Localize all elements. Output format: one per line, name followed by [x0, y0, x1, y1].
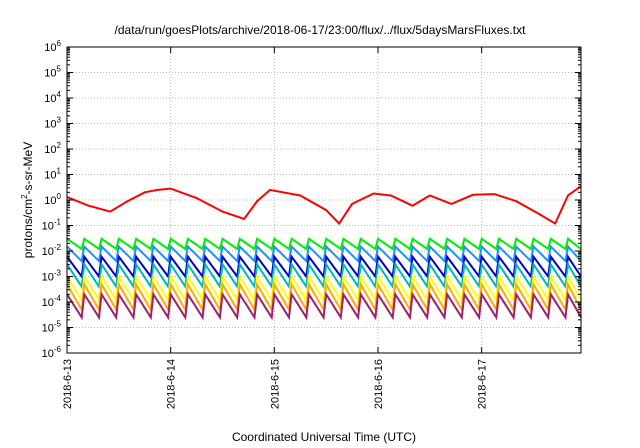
- x-tick-label: 2018-6-17: [477, 359, 489, 409]
- y-tick-label-base: 10: [42, 323, 54, 335]
- series-line-blue_light: [66, 244, 582, 264]
- y-tick-label-exp: 3: [57, 116, 62, 125]
- ticks: [66, 46, 581, 354]
- y-tick-label: 100: [44, 192, 61, 207]
- y-tick-label-exp: -5: [54, 320, 62, 329]
- series-group: [66, 185, 582, 321]
- y-tick-label: 10-5: [42, 320, 62, 335]
- y-tick-label-exp: -3: [54, 269, 62, 278]
- y-tick-label-exp: 1: [57, 167, 62, 176]
- y-tick-label-exp: -2: [54, 243, 62, 252]
- y-tick-label-base: 10: [44, 93, 56, 105]
- series-line-blue_dark: [66, 253, 582, 280]
- y-tick-label-exp: 2: [57, 141, 62, 150]
- x-tick-label: 2018-6-14: [166, 359, 178, 409]
- y-tick-label-base: 10: [42, 272, 54, 284]
- y-tick-label-exp: 5: [57, 65, 62, 74]
- x-tick-label: 2018-6-13: [62, 359, 74, 409]
- y-tick-label-exp: 6: [57, 39, 62, 48]
- chart-title: /data/run/goesPlots/archive/2018-06-17/2…: [115, 23, 527, 37]
- series-line-green: [66, 237, 582, 251]
- series-line-purple: [66, 291, 582, 321]
- y-tick-label-base: 10: [44, 68, 56, 80]
- y-tick-label-exp: -4: [54, 294, 62, 303]
- y-axis-label-prefix: protons/cm: [21, 199, 35, 258]
- y-tick-label-exp: 4: [57, 90, 62, 99]
- y-axis-label: protons/cm2-s-sr-MeV: [20, 142, 35, 258]
- y-tick-label: 10-2: [42, 243, 62, 258]
- y-tick-label-base: 10: [42, 297, 54, 309]
- y-tick-label: 102: [44, 141, 61, 156]
- y-tick-label-exp: -1: [54, 218, 62, 227]
- series-line-cyan: [66, 261, 582, 290]
- y-tick-label-base: 10: [44, 144, 56, 156]
- y-tick-label-base: 10: [44, 170, 56, 182]
- y-tick-label: 10-1: [42, 218, 62, 233]
- y-tick-label: 10-4: [42, 294, 62, 309]
- y-tick-label-exp: 0: [57, 192, 62, 201]
- y-tick-labels: 10610510410310210110010-110-210-310-410-…: [42, 39, 62, 360]
- x-tick-label: 2018-6-16: [373, 359, 385, 409]
- y-tick-label-base: 10: [44, 119, 56, 131]
- y-tick-label: 105: [44, 65, 61, 80]
- y-tick-label: 101: [44, 167, 61, 182]
- y-tick-label: 10-6: [42, 345, 62, 360]
- y-tick-label-base: 10: [42, 246, 54, 258]
- y-tick-label: 106: [44, 39, 61, 54]
- y-tick-label: 103: [44, 116, 61, 131]
- y-tick-label-base: 10: [42, 221, 54, 233]
- x-tick-label: 2018-6-15: [269, 359, 281, 409]
- y-tick-label-exp: -6: [54, 345, 62, 354]
- x-axis-label: Coordinated Universal Time (UTC): [232, 430, 416, 444]
- y-tick-label-base: 10: [42, 348, 54, 360]
- series-line-red: [66, 185, 582, 226]
- y-tick-label-base: 10: [44, 195, 56, 207]
- y-tick-label: 104: [44, 90, 61, 105]
- y-axis-label-suffix: -s-sr-MeV: [21, 142, 35, 195]
- y-tick-label-base: 10: [44, 42, 56, 54]
- y-axis-label-sup: 2: [20, 194, 29, 199]
- x-tick-labels: 2018-6-13 2018-6-14 2018-6-15 2018-6-16 2018…: [62, 359, 489, 409]
- y-tick-label: 10-3: [42, 269, 62, 284]
